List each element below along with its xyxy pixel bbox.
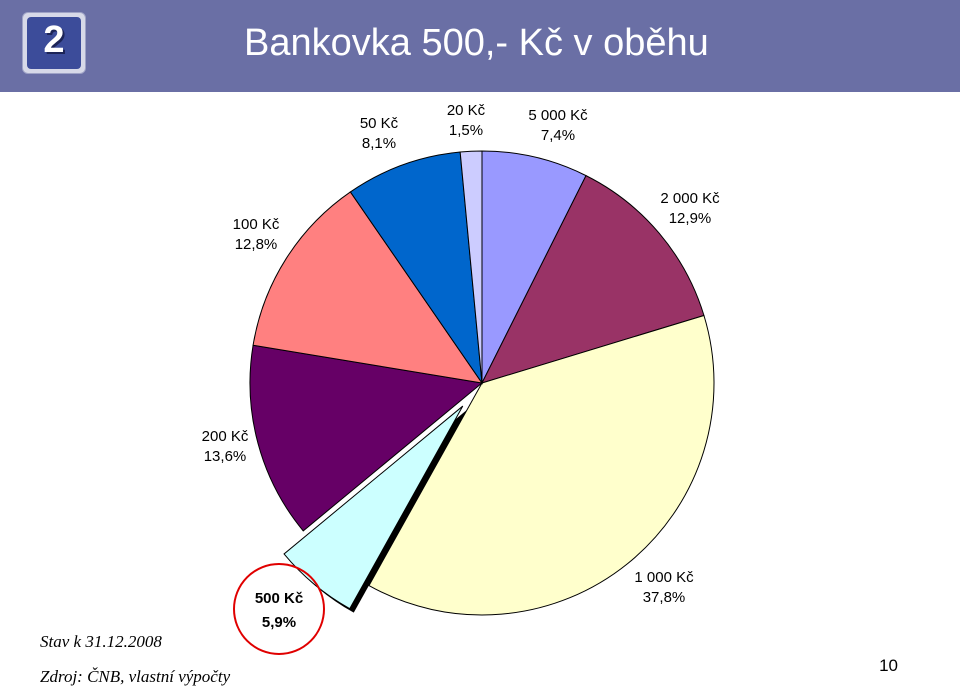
pie-slice-50-k	[349, 151, 483, 385]
slice-label-100-k: 100 Kč 12,8%	[233, 216, 280, 253]
slice-label-value: 13,6%	[204, 448, 247, 465]
slice-label-value: 1,5%	[449, 122, 483, 139]
as-of-note: Stav k 31.12.2008	[40, 632, 162, 651]
slice-label-name: 5 000 Kč	[528, 107, 588, 124]
slice-label-200-k: 200 Kč 13,6%	[202, 428, 249, 465]
slide-title: Bankovka 500,- Kč v oběhu	[244, 22, 709, 64]
slice-label-name: 100 Kč	[233, 216, 280, 233]
slice-label-name: 20 Kč	[447, 102, 486, 119]
slice-label-value: 37,8%	[643, 589, 686, 606]
page-number: 10	[879, 656, 898, 675]
slice-label-20-k: 20 Kč 1,5%	[447, 102, 486, 139]
pie-slice-5-000-k	[481, 150, 587, 384]
slice-label-value: 7,4%	[541, 127, 575, 144]
slice-label-value: 5,9%	[262, 614, 296, 631]
slice-label-1-000-k: 1 000 Kč 37,8%	[634, 569, 694, 606]
pie-slice-100-k	[252, 191, 484, 384]
slice-label-name: 50 Kč	[360, 115, 399, 132]
title-bar: 2 Bankovka 500,- Kč v oběhu	[0, 0, 960, 92]
slide-badge-inner: 2	[27, 17, 81, 69]
slice-label-name: 200 Kč	[202, 428, 249, 445]
slide-badge: 2	[22, 12, 86, 74]
slice-label-value: 12,8%	[235, 236, 278, 253]
slice-label-5-000-k: 5 000 Kč 7,4%	[528, 107, 588, 144]
slice-label-name: 500 Kč	[255, 590, 303, 607]
slice-label-500-k: 500 Kč 5,9%	[255, 590, 303, 631]
slice-label-name: 2 000 Kč	[660, 190, 720, 207]
source-note: Zdroj: ČNB, vlastní výpočty	[40, 667, 231, 686]
slice-label-value: 12,9%	[669, 210, 712, 227]
slice-label-name: 1 000 Kč	[634, 569, 694, 586]
highlight-circle	[233, 563, 325, 655]
slide-badge-number: 2	[43, 19, 65, 61]
pie-slice-2-000-k	[481, 174, 705, 384]
slice-label-2-000-k: 2 000 Kč 12,9%	[660, 190, 720, 227]
slice-label-value: 8,1%	[362, 135, 396, 152]
pie-slice-20-k	[459, 150, 483, 384]
pie-slice-500-k	[283, 405, 464, 610]
slice-label-50-k: 50 Kč 8,1%	[360, 115, 399, 152]
pie-slice-200-k	[249, 344, 484, 532]
pie-slice-1-000-k	[368, 314, 715, 616]
